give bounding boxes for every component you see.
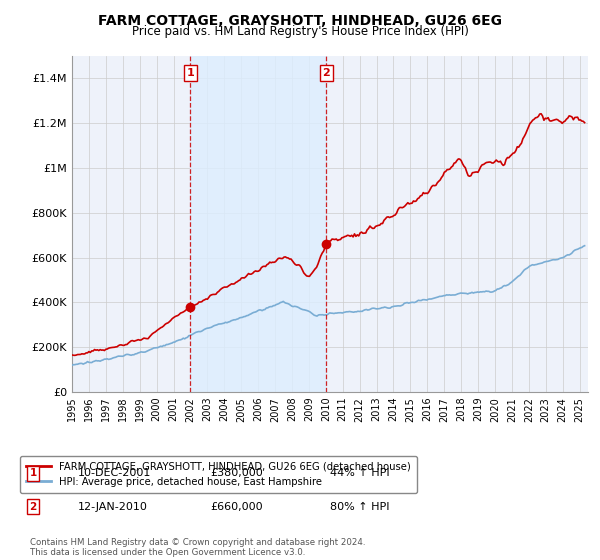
- Text: 1: 1: [187, 68, 194, 78]
- Text: 1: 1: [29, 468, 37, 478]
- Text: 2: 2: [29, 502, 37, 512]
- Text: £380,000: £380,000: [210, 468, 263, 478]
- Text: Contains HM Land Registry data © Crown copyright and database right 2024.
This d: Contains HM Land Registry data © Crown c…: [30, 538, 365, 557]
- Text: 10-DEC-2001: 10-DEC-2001: [78, 468, 151, 478]
- Text: 44% ↑ HPI: 44% ↑ HPI: [330, 468, 389, 478]
- Text: FARM COTTAGE, GRAYSHOTT, HINDHEAD, GU26 6EG: FARM COTTAGE, GRAYSHOTT, HINDHEAD, GU26 …: [98, 14, 502, 28]
- Text: 2: 2: [323, 68, 331, 78]
- Text: £660,000: £660,000: [210, 502, 263, 512]
- Text: 80% ↑ HPI: 80% ↑ HPI: [330, 502, 389, 512]
- Text: 12-JAN-2010: 12-JAN-2010: [78, 502, 148, 512]
- Bar: [190, 56, 326, 392]
- Legend: FARM COTTAGE, GRAYSHOTT, HINDHEAD, GU26 6EG (detached house), HPI: Average price: FARM COTTAGE, GRAYSHOTT, HINDHEAD, GU26 …: [20, 456, 417, 493]
- Text: Price paid vs. HM Land Registry's House Price Index (HPI): Price paid vs. HM Land Registry's House …: [131, 25, 469, 38]
